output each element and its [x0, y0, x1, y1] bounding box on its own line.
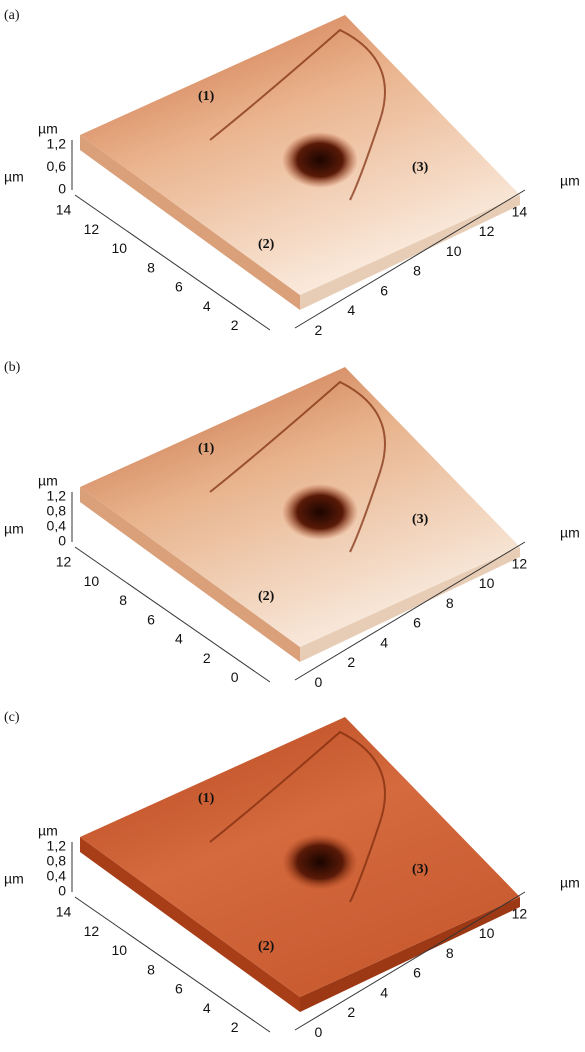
left-tick-label: 8: [147, 961, 155, 977]
right-tick-label: 2: [315, 322, 323, 338]
region-label: (2): [258, 939, 275, 954]
right-tick-label: 8: [413, 263, 421, 279]
panel-label: (a): [4, 8, 20, 23]
right-tick-label: 10: [479, 925, 495, 941]
left-tick-label: 12: [56, 553, 72, 569]
left-tick-label: 10: [84, 573, 100, 589]
right-tick-label: 14: [512, 204, 528, 220]
right-tick-label: 6: [380, 282, 388, 298]
left-tick-label: 8: [119, 592, 127, 608]
left-tick-label: 10: [111, 240, 127, 256]
z-tick-label: 0,4: [47, 868, 67, 884]
right-unit: µm: [560, 875, 580, 891]
region-label: (1): [198, 791, 215, 806]
z-unit: µm: [38, 473, 58, 489]
crater: [282, 834, 358, 890]
region-label: (3): [412, 512, 429, 527]
left-tick-label: 4: [175, 631, 183, 647]
left-unit: µm: [4, 169, 24, 185]
z-tick-label: 0: [58, 883, 66, 899]
crater: [282, 132, 358, 188]
right-tick-label: 4: [347, 302, 355, 318]
z-tick-label: 1,2: [47, 488, 67, 504]
right-tick-label: 0: [315, 674, 323, 690]
region-label: (3): [412, 862, 429, 877]
z-tick-label: 0,8: [47, 503, 67, 519]
z-tick-label: 0,8: [47, 853, 67, 869]
figure: (a)µm1,20,60µm14121086422468101214µm(1)(…: [0, 0, 585, 1047]
left-tick-label: 12: [84, 923, 100, 939]
left-tick-label: 6: [175, 981, 183, 997]
left-tick-label: 6: [147, 611, 155, 627]
left-tick-label: 14: [56, 903, 72, 919]
region-label: (3): [412, 160, 429, 175]
right-tick-label: 8: [446, 595, 454, 611]
right-tick-label: 6: [413, 615, 421, 631]
crater: [282, 484, 358, 540]
left-tick-label: 10: [111, 942, 127, 958]
left-tick-label: 4: [203, 1000, 211, 1016]
region-label: (2): [258, 237, 275, 252]
z-tick-label: 0,4: [47, 518, 67, 534]
left-tick-label: 6: [175, 279, 183, 295]
left-tick-label: 14: [56, 201, 72, 217]
z-tick-label: 0: [58, 181, 66, 197]
left-tick-label: 2: [203, 650, 211, 666]
z-unit: µm: [38, 121, 58, 137]
right-tick-label: 12: [512, 906, 528, 922]
right-tick-label: 2: [347, 1004, 355, 1020]
panel-label: (c): [4, 710, 20, 725]
right-tick-label: 4: [380, 984, 388, 1000]
region-label: (2): [258, 589, 275, 604]
left-unit: µm: [4, 871, 24, 887]
left-tick-label: 0: [231, 669, 239, 685]
z-tick-label: 0: [58, 533, 66, 549]
right-tick-label: 8: [446, 945, 454, 961]
z-tick-label: 1,2: [47, 136, 67, 152]
z-unit: µm: [38, 823, 58, 839]
left-unit: µm: [4, 521, 24, 537]
right-tick-label: 2: [347, 654, 355, 670]
right-unit: µm: [560, 525, 580, 541]
region-label: (1): [198, 89, 215, 104]
right-tick-label: 12: [512, 556, 528, 572]
right-tick-label: 10: [446, 243, 462, 259]
z-tick-label: 1,2: [47, 838, 67, 854]
right-unit: µm: [560, 173, 580, 189]
right-tick-label: 6: [413, 965, 421, 981]
right-tick-label: 0: [315, 1024, 323, 1040]
left-tick-label: 4: [203, 298, 211, 314]
right-tick-label: 4: [380, 634, 388, 650]
right-tick-label: 10: [479, 575, 495, 591]
right-tick-label: 12: [479, 223, 495, 239]
z-tick-label: 0,6: [47, 158, 67, 174]
left-tick-label: 8: [147, 259, 155, 275]
left-tick-label: 2: [231, 1019, 239, 1035]
left-tick-label: 12: [84, 221, 100, 237]
region-label: (1): [198, 441, 215, 456]
left-tick-label: 2: [231, 317, 239, 333]
panel-label: (b): [4, 360, 21, 375]
